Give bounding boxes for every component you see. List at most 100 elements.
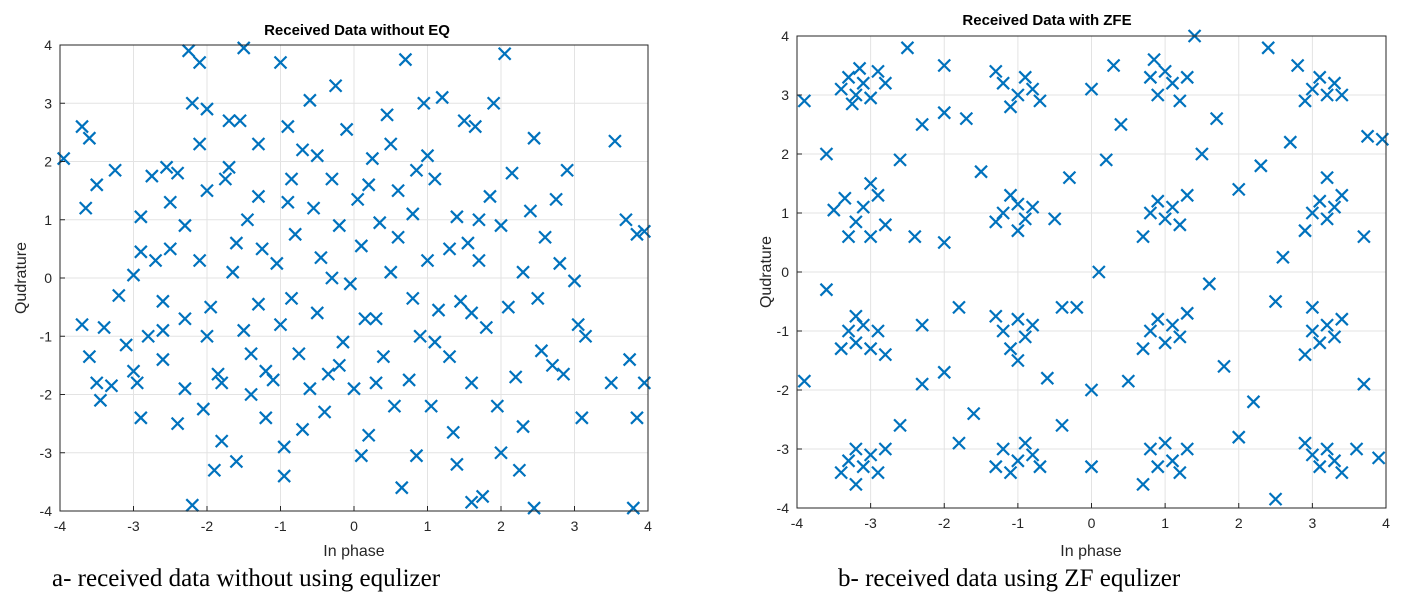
plot-b-data-point bbox=[838, 191, 852, 206]
plot-b-data-point bbox=[1003, 465, 1018, 480]
plot-a-data-point bbox=[251, 189, 266, 204]
plot-a-data-point bbox=[192, 137, 207, 151]
plot-a-xtick-label: -2 bbox=[201, 518, 214, 534]
plot-b-data-point bbox=[1143, 206, 1158, 220]
plot-a-data-point bbox=[483, 189, 497, 204]
plot-b-data-point bbox=[1217, 359, 1231, 374]
plot-a-data-point bbox=[200, 183, 214, 198]
plot-b-xtick-label: 0 bbox=[1088, 515, 1096, 531]
plot-a-data-point bbox=[560, 163, 574, 178]
plot-a-data-point bbox=[317, 405, 332, 419]
plot-a-data-point bbox=[527, 131, 541, 145]
plot-b-data-point bbox=[1180, 188, 1194, 203]
plot-a-data-point bbox=[236, 41, 251, 55]
plot-b-data-point bbox=[1173, 465, 1187, 480]
plot-b-xtick-label: 2 bbox=[1235, 515, 1243, 531]
plot-b-data-point bbox=[878, 347, 893, 362]
plot-b-data-point bbox=[834, 82, 848, 96]
plot-a-data-point bbox=[428, 172, 442, 186]
plot-b-data-point bbox=[1136, 341, 1150, 356]
plot-a-data-point bbox=[295, 143, 310, 157]
plot-a: Received Data without EQ -4 -3 -2 -1 0 1 2 3 4-4… bbox=[13, 22, 652, 560]
plot-a-data-point bbox=[218, 172, 233, 186]
plot-b-data-point bbox=[1231, 430, 1246, 444]
plot-b-ytick-label: 3 bbox=[781, 87, 789, 103]
plot-a-data-point bbox=[365, 151, 380, 166]
plot-b-data-point bbox=[1246, 395, 1261, 409]
plot-a-data-point bbox=[380, 108, 394, 122]
plot-a-data-point bbox=[369, 376, 383, 390]
plot-a-data-point bbox=[604, 376, 619, 390]
plot-a-data-point bbox=[468, 119, 483, 134]
plot-b-data-point bbox=[1290, 58, 1305, 73]
plot-a-data-point bbox=[284, 291, 299, 306]
plot-a-data-point bbox=[578, 329, 593, 344]
plot-b-data-point bbox=[1268, 492, 1283, 506]
plot-b-data-point bbox=[863, 448, 878, 462]
plot-b-data-point bbox=[1055, 300, 1069, 315]
plot-b-data-point bbox=[1327, 76, 1342, 90]
plot-b-data-point bbox=[1158, 436, 1172, 450]
plot-a-data-point bbox=[306, 201, 321, 215]
plot-a-data-point bbox=[409, 163, 424, 178]
plot-a-ticks: -4 -3 -2 -1 0 1 2 3 4 -4 -3 -2 -1 0 1 2 3 4 bbox=[40, 37, 653, 534]
plot-a-xtick-label: 3 bbox=[571, 518, 579, 534]
plot-b-data-point bbox=[1047, 212, 1062, 226]
plot-a-data-point bbox=[472, 253, 486, 268]
plot-b-data-point bbox=[1003, 100, 1018, 114]
plot-a-data-point bbox=[310, 148, 325, 163]
plot-a-data-point bbox=[108, 163, 122, 178]
plot-a-data-point bbox=[277, 440, 291, 454]
plot-b-data-point bbox=[863, 229, 878, 244]
plot-b-data-point bbox=[1231, 182, 1246, 197]
plot-b-data-point bbox=[1018, 436, 1033, 450]
plot-b-data-point bbox=[1018, 212, 1033, 226]
plot-a-data-point bbox=[501, 300, 516, 314]
plot-a-data-point bbox=[402, 373, 416, 387]
plot-a-data-point bbox=[273, 317, 288, 332]
plot-b-data-point bbox=[1360, 129, 1375, 144]
plot-b-data-point bbox=[849, 215, 863, 229]
plot-a-data-point bbox=[170, 416, 185, 431]
plot-b-data-point bbox=[1084, 383, 1099, 397]
plot-b-data-point bbox=[1106, 58, 1121, 73]
plot-a-data-point bbox=[619, 212, 633, 227]
plot-a-data-point bbox=[361, 178, 376, 192]
plot-a-data-point bbox=[325, 271, 339, 285]
plot-a-data-point bbox=[181, 44, 196, 58]
plot-a-data-point bbox=[417, 96, 431, 111]
plot-a-ylabel: Qudrature bbox=[13, 242, 30, 314]
plot-b-ticks: -4 -3 -2 -1 0 1 2 3 4 -4 -3 -2 -1 0 1 2 3 4 bbox=[777, 28, 1391, 531]
plot-b-data-point bbox=[1011, 223, 1025, 238]
plot-a-data-point bbox=[214, 376, 229, 390]
plot-b-data-point bbox=[1173, 330, 1187, 344]
plot-b-data-point bbox=[937, 105, 952, 120]
plot-a-data-point bbox=[126, 268, 141, 282]
plot-a-data-point bbox=[490, 399, 505, 413]
plot-a-data-point bbox=[233, 113, 247, 128]
plot-a-data-point bbox=[442, 349, 457, 364]
plot-a-data-point bbox=[325, 172, 339, 186]
plot-a-data-point bbox=[89, 178, 104, 192]
plot-a-data-point bbox=[332, 218, 347, 233]
plot-a-data-point bbox=[328, 78, 343, 93]
plot-b-ytick-label: -1 bbox=[777, 323, 790, 339]
plot-a-data-point bbox=[358, 311, 372, 326]
plot-b-data-point bbox=[1283, 135, 1298, 149]
plot-a-data-point bbox=[556, 367, 571, 381]
plot-b-data-point bbox=[1018, 70, 1033, 85]
plot-a-data-point bbox=[222, 160, 236, 175]
plot-a-data-point bbox=[148, 253, 163, 268]
plot-a-data-point bbox=[134, 245, 148, 259]
plot-b-xtick-label: -3 bbox=[864, 515, 877, 531]
plot-a-data-point bbox=[450, 210, 464, 224]
plot-b-data-point bbox=[871, 465, 885, 480]
plot-b-data-point bbox=[915, 377, 929, 391]
plot-a-data-point bbox=[97, 320, 111, 335]
plot-b-data-point bbox=[841, 229, 856, 244]
plot-a-data-point bbox=[170, 166, 185, 180]
plot-b-data-point bbox=[1254, 159, 1268, 173]
plot-a-data-point bbox=[461, 236, 475, 250]
plot-b-data-point bbox=[1305, 82, 1320, 96]
plot-b-data-point bbox=[989, 64, 1003, 79]
